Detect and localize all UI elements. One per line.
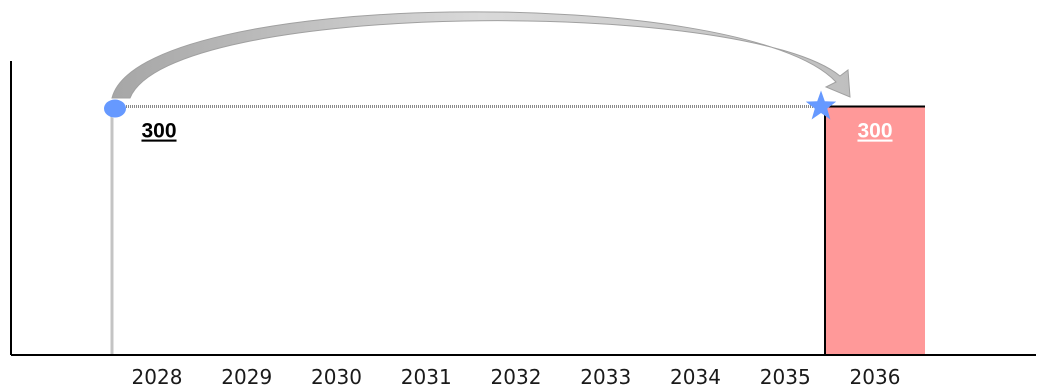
bar-2036 — [825, 106, 925, 356]
x-tick-label-2030: 2030 — [311, 365, 362, 389]
end-star-marker-icon — [805, 90, 837, 120]
start-circle-marker — [104, 99, 126, 118]
x-tick-label-2032: 2032 — [491, 365, 542, 389]
x-tick-label-2031: 2031 — [401, 365, 452, 389]
x-tick-label-2033: 2033 — [580, 365, 631, 389]
x-tick-label-2029: 2029 — [221, 365, 272, 389]
x-tick-label-2036: 2036 — [850, 365, 901, 389]
start-value-label: 300 — [141, 120, 176, 143]
x-tick-label-2028: 2028 — [132, 365, 183, 389]
end-value-label: 300 — [857, 120, 892, 143]
x-tick-label-2035: 2035 — [760, 365, 811, 389]
curved-arrow-icon — [111, 11, 851, 99]
x-tick-label-2034: 2034 — [670, 365, 721, 389]
